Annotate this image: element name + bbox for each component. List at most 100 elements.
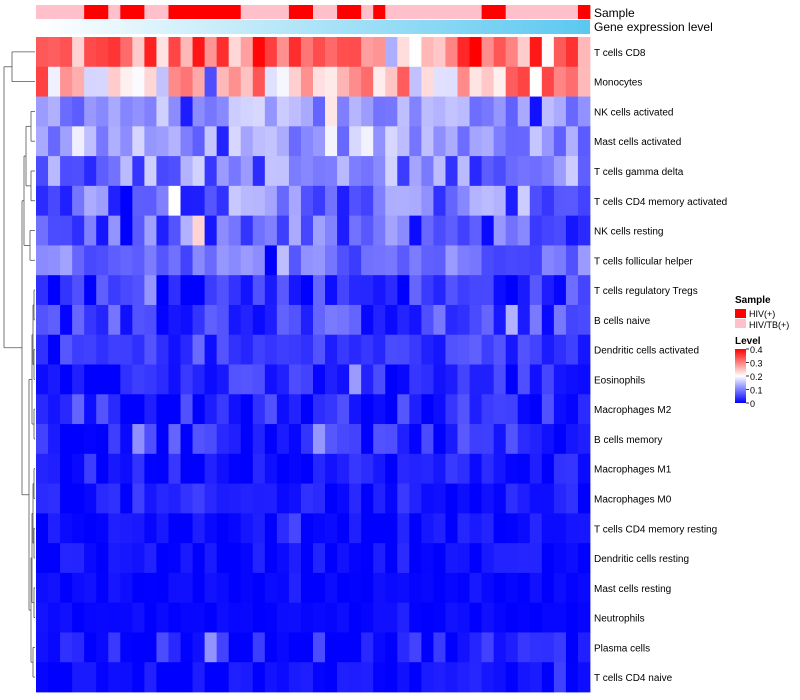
heatmap-cell xyxy=(96,96,109,127)
heatmap-cell xyxy=(481,632,495,663)
sample-annotation-cell xyxy=(325,5,338,19)
heatmap-cell xyxy=(192,632,206,663)
heatmap-cell xyxy=(204,543,218,574)
heatmap-cell xyxy=(565,185,579,217)
heatmap-cell xyxy=(373,662,386,693)
heatmap-cell xyxy=(144,572,157,604)
heatmap-cell xyxy=(168,245,181,276)
heatmap-cell xyxy=(276,96,290,127)
sample-annotation-cell xyxy=(361,5,374,19)
sample-annotation-cell xyxy=(156,5,169,19)
heatmap-cell xyxy=(493,215,507,246)
heatmap-cell xyxy=(180,543,193,574)
sample-annotation-cell xyxy=(349,5,362,19)
heatmap-cell xyxy=(565,662,579,693)
heatmap-cell xyxy=(288,364,302,395)
heatmap-cell xyxy=(529,66,543,97)
heatmap-cell xyxy=(313,304,326,336)
heatmap-cell xyxy=(505,513,519,544)
heatmap-cell xyxy=(204,394,218,425)
heatmap-cell xyxy=(349,424,362,455)
heatmap-cell xyxy=(541,185,555,217)
heatmap-cell xyxy=(397,483,410,514)
heatmap-cell xyxy=(577,96,591,127)
heatmap-cell xyxy=(517,156,531,187)
heatmap-cell xyxy=(240,572,254,604)
heatmap-cell xyxy=(397,662,410,693)
heatmap-cell xyxy=(553,572,567,604)
heatmap-cell xyxy=(120,215,133,246)
heatmap-cell xyxy=(120,66,133,97)
heatmap-cell xyxy=(144,483,157,514)
heatmap-cell xyxy=(276,304,290,336)
sample-annotation-cell xyxy=(577,5,591,19)
heatmap-cell xyxy=(457,543,470,574)
heatmap-cell xyxy=(457,483,470,514)
heatmap-cell xyxy=(457,304,470,336)
heatmap-cell xyxy=(108,543,121,574)
heatmap-cell xyxy=(216,37,230,68)
heatmap-cell xyxy=(252,602,266,633)
heatmap-cell xyxy=(192,96,206,127)
heatmap-cell xyxy=(132,185,145,217)
sample-annotation-cell xyxy=(168,5,181,19)
heatmap-cell xyxy=(565,156,579,187)
heatmap-cell xyxy=(493,394,507,425)
heatmap-cell xyxy=(300,126,314,157)
heatmap-cell xyxy=(337,602,350,633)
heatmap-cell xyxy=(421,632,434,663)
heatmap-cell xyxy=(264,334,278,365)
heatmap-cell xyxy=(337,156,350,187)
heatmap-cell xyxy=(36,602,49,633)
heatmap-cell xyxy=(457,185,470,217)
heatmap-cell xyxy=(541,156,555,187)
heatmap-cell xyxy=(156,662,169,693)
heatmap-cell xyxy=(313,245,326,276)
row-label: Eosinophils xyxy=(594,375,645,386)
heatmap-cell xyxy=(36,364,49,395)
heatmap-cell xyxy=(48,334,61,365)
heatmap-cell xyxy=(120,394,133,425)
heatmap-cell xyxy=(409,37,422,68)
heatmap-cell xyxy=(252,215,266,246)
sample-annotation-cell xyxy=(541,5,555,19)
heatmap-cell xyxy=(60,424,73,455)
heatmap-cell xyxy=(577,275,591,306)
heatmap-cell xyxy=(300,424,314,455)
heatmap-cell xyxy=(48,304,61,336)
heatmap-cell xyxy=(60,245,73,276)
heatmap-cell xyxy=(325,156,338,187)
heatmap-cell xyxy=(72,632,85,663)
heatmap-cell xyxy=(577,662,591,693)
heatmap-cell xyxy=(397,185,410,217)
heatmap-cell xyxy=(529,156,543,187)
legend-swatch-hivtb xyxy=(735,319,746,328)
heatmap-cell xyxy=(252,394,266,425)
heatmap-cell xyxy=(481,602,495,633)
heatmap-cell xyxy=(120,304,133,336)
heatmap-cell xyxy=(276,513,290,544)
heatmap-cell xyxy=(349,453,362,484)
heatmap-cell xyxy=(409,483,422,514)
heatmap-cell xyxy=(361,483,374,514)
heatmap-cell xyxy=(216,632,230,663)
sample-annotation-cell xyxy=(421,5,434,19)
heatmap-cell xyxy=(517,126,531,157)
heatmap-cell xyxy=(120,185,133,217)
heatmap-cell xyxy=(325,424,338,455)
heatmap-cell xyxy=(192,245,206,276)
heatmap-cell xyxy=(72,334,85,365)
heatmap-cell xyxy=(553,543,567,574)
heatmap-cell xyxy=(168,513,181,544)
heatmap-cell xyxy=(264,572,278,604)
heatmap-cell xyxy=(228,543,242,574)
heatmap-cell xyxy=(252,185,266,217)
heatmap-cell xyxy=(409,66,422,97)
heatmap-cell xyxy=(252,513,266,544)
heatmap-cell xyxy=(553,394,567,425)
heatmap-cell xyxy=(385,543,398,574)
heatmap-cell xyxy=(120,156,133,187)
heatmap-cell xyxy=(409,543,422,574)
heatmap-cell xyxy=(541,334,555,365)
heatmap-cell xyxy=(264,215,278,246)
